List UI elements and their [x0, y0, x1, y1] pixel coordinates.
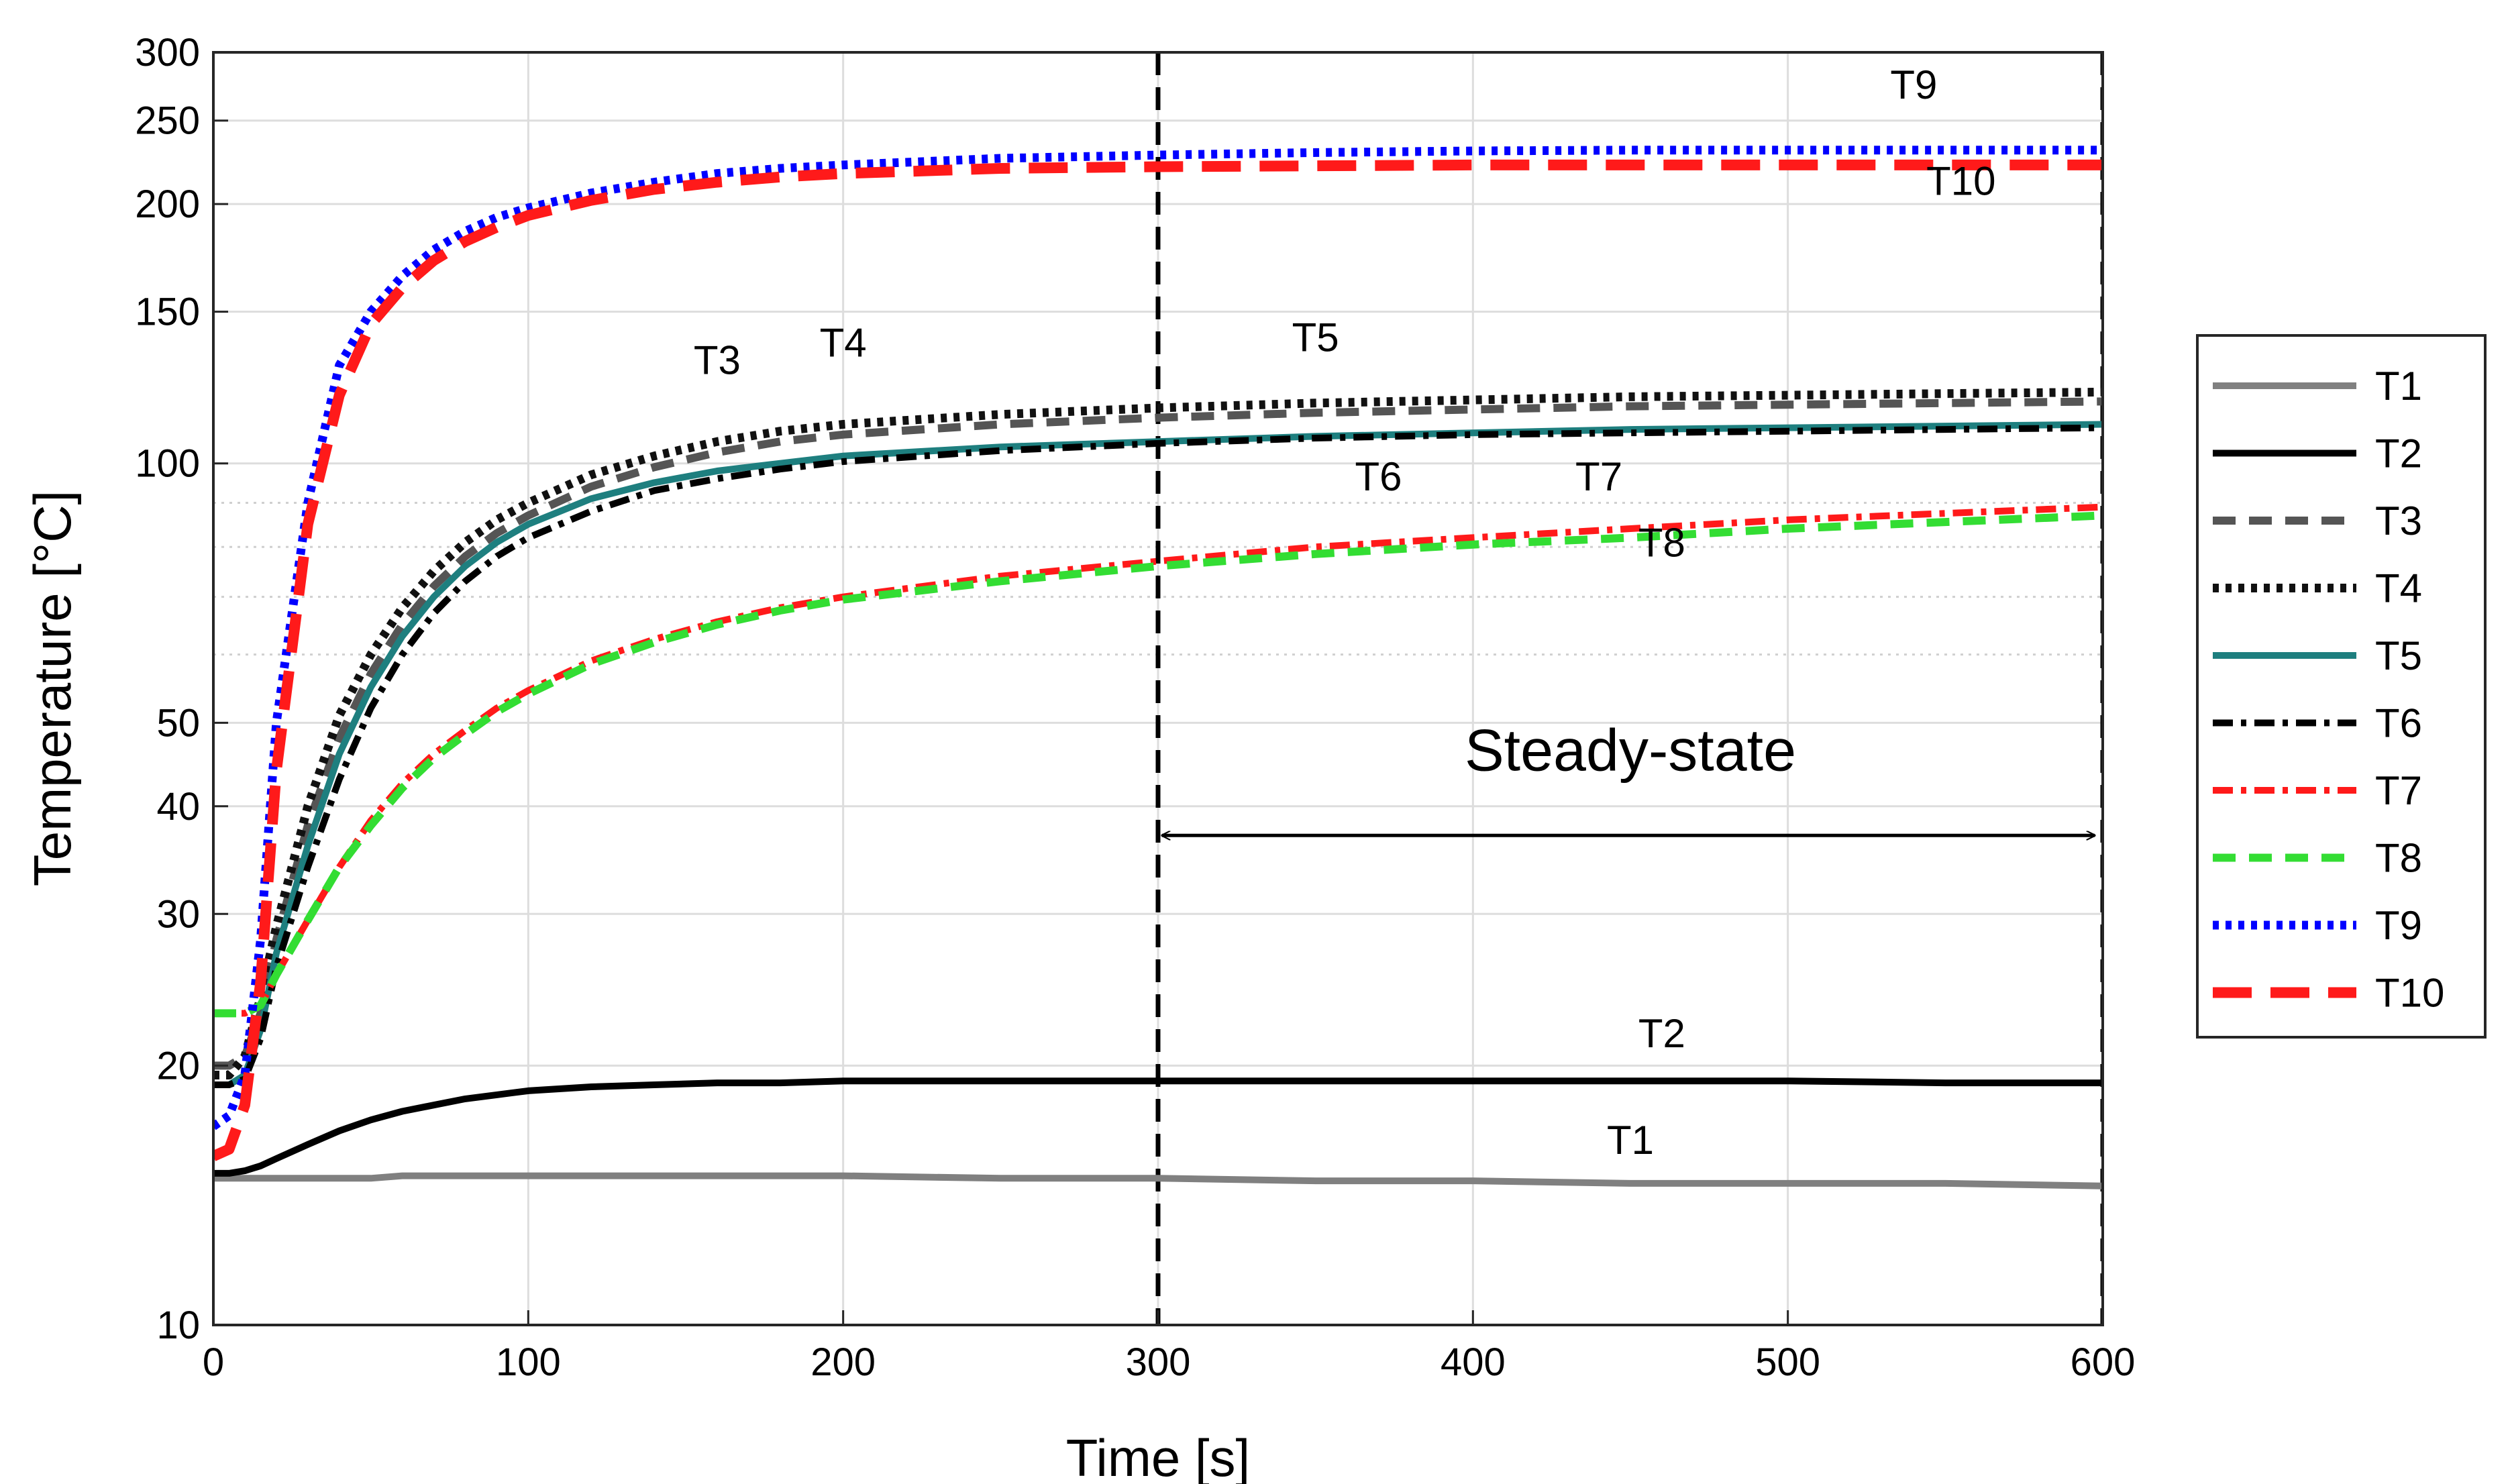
series-label-t4: T4 [820, 321, 867, 366]
series-label-t2: T2 [1638, 1011, 1685, 1056]
series-label-t1: T1 [1607, 1118, 1654, 1163]
legend-label-t5: T5 [2375, 633, 2422, 678]
series-lines [213, 146, 2103, 1189]
x-tick-label-300: 300 [1126, 1340, 1191, 1384]
series-label-t9: T9 [1890, 62, 1937, 107]
legend-label-t9: T9 [2375, 903, 2422, 948]
legend-label-t3: T3 [2375, 498, 2422, 543]
series-label-t5: T5 [1292, 315, 1339, 360]
y-tick-label-200: 200 [135, 182, 200, 226]
legend-label-t7: T7 [2375, 768, 2422, 813]
axis-ticks: 0 100 200 300 400 500 600 10 20 30 40 50 100 150 200 25… [135, 31, 2135, 1384]
legend-label-t10: T10 [2375, 971, 2444, 1016]
series-label-t8: T8 [1638, 520, 1685, 565]
x-tick-label-200: 200 [810, 1340, 876, 1384]
series-t4-line [213, 387, 2103, 1079]
legend-box [2196, 334, 2487, 1039]
y-axis-title: Temperature [°C] [23, 490, 82, 886]
x-tick-label-600: 600 [2071, 1340, 2136, 1384]
y-tick-label-30: 30 [156, 892, 200, 936]
y-tick-label-10: 10 [156, 1304, 200, 1347]
y-tick-label-250: 250 [135, 99, 200, 143]
series-label-t7: T7 [1575, 454, 1622, 499]
series-t2-line [213, 1077, 2103, 1177]
steady-state-annotation: Steady-state [1162, 717, 2095, 836]
x-tick-label-0: 0 [203, 1340, 224, 1384]
x-tick-label-400: 400 [1441, 1340, 1506, 1384]
x-tick-label-500: 500 [1755, 1340, 1820, 1384]
series-t8-line [213, 511, 2103, 1018]
legend: T1 T2 T3 T4 T5 T6 T7 T8 T9 T10 [2196, 334, 2487, 1039]
series-labels: T1 T2 T3 T4 T5 T6 T7 T8 T9 T10 [694, 62, 1996, 1163]
y-tick-label-50: 50 [156, 701, 200, 745]
series-label-t6: T6 [1355, 454, 1402, 499]
legend-label-t6: T6 [2375, 701, 2422, 746]
series-label-t3: T3 [694, 337, 741, 382]
series-t6-line [213, 424, 2103, 1088]
x-axis-title: Time [s] [1066, 1428, 1250, 1484]
y-tick-label-40: 40 [156, 785, 200, 829]
steady-state-markers [1155, 52, 2103, 1325]
legend-label-t8: T8 [2375, 836, 2422, 881]
legend-label-t4: T4 [2375, 566, 2422, 611]
y-tick-label-150: 150 [135, 290, 200, 334]
steady-state-label: Steady-state [1465, 717, 1796, 784]
series-label-t10: T10 [1926, 158, 1995, 203]
legend-label-t1: T1 [2375, 364, 2422, 409]
y-tick-label-300: 300 [135, 31, 200, 74]
series-t1-line [213, 1172, 2103, 1189]
series-t10-line [213, 159, 2103, 1161]
y-tick-label-100: 100 [135, 442, 200, 486]
legend-label-t2: T2 [2375, 431, 2422, 476]
series-t3-line [213, 397, 2103, 1070]
x-tick-label-100: 100 [496, 1340, 561, 1384]
y-tick-label-20: 20 [156, 1044, 200, 1088]
